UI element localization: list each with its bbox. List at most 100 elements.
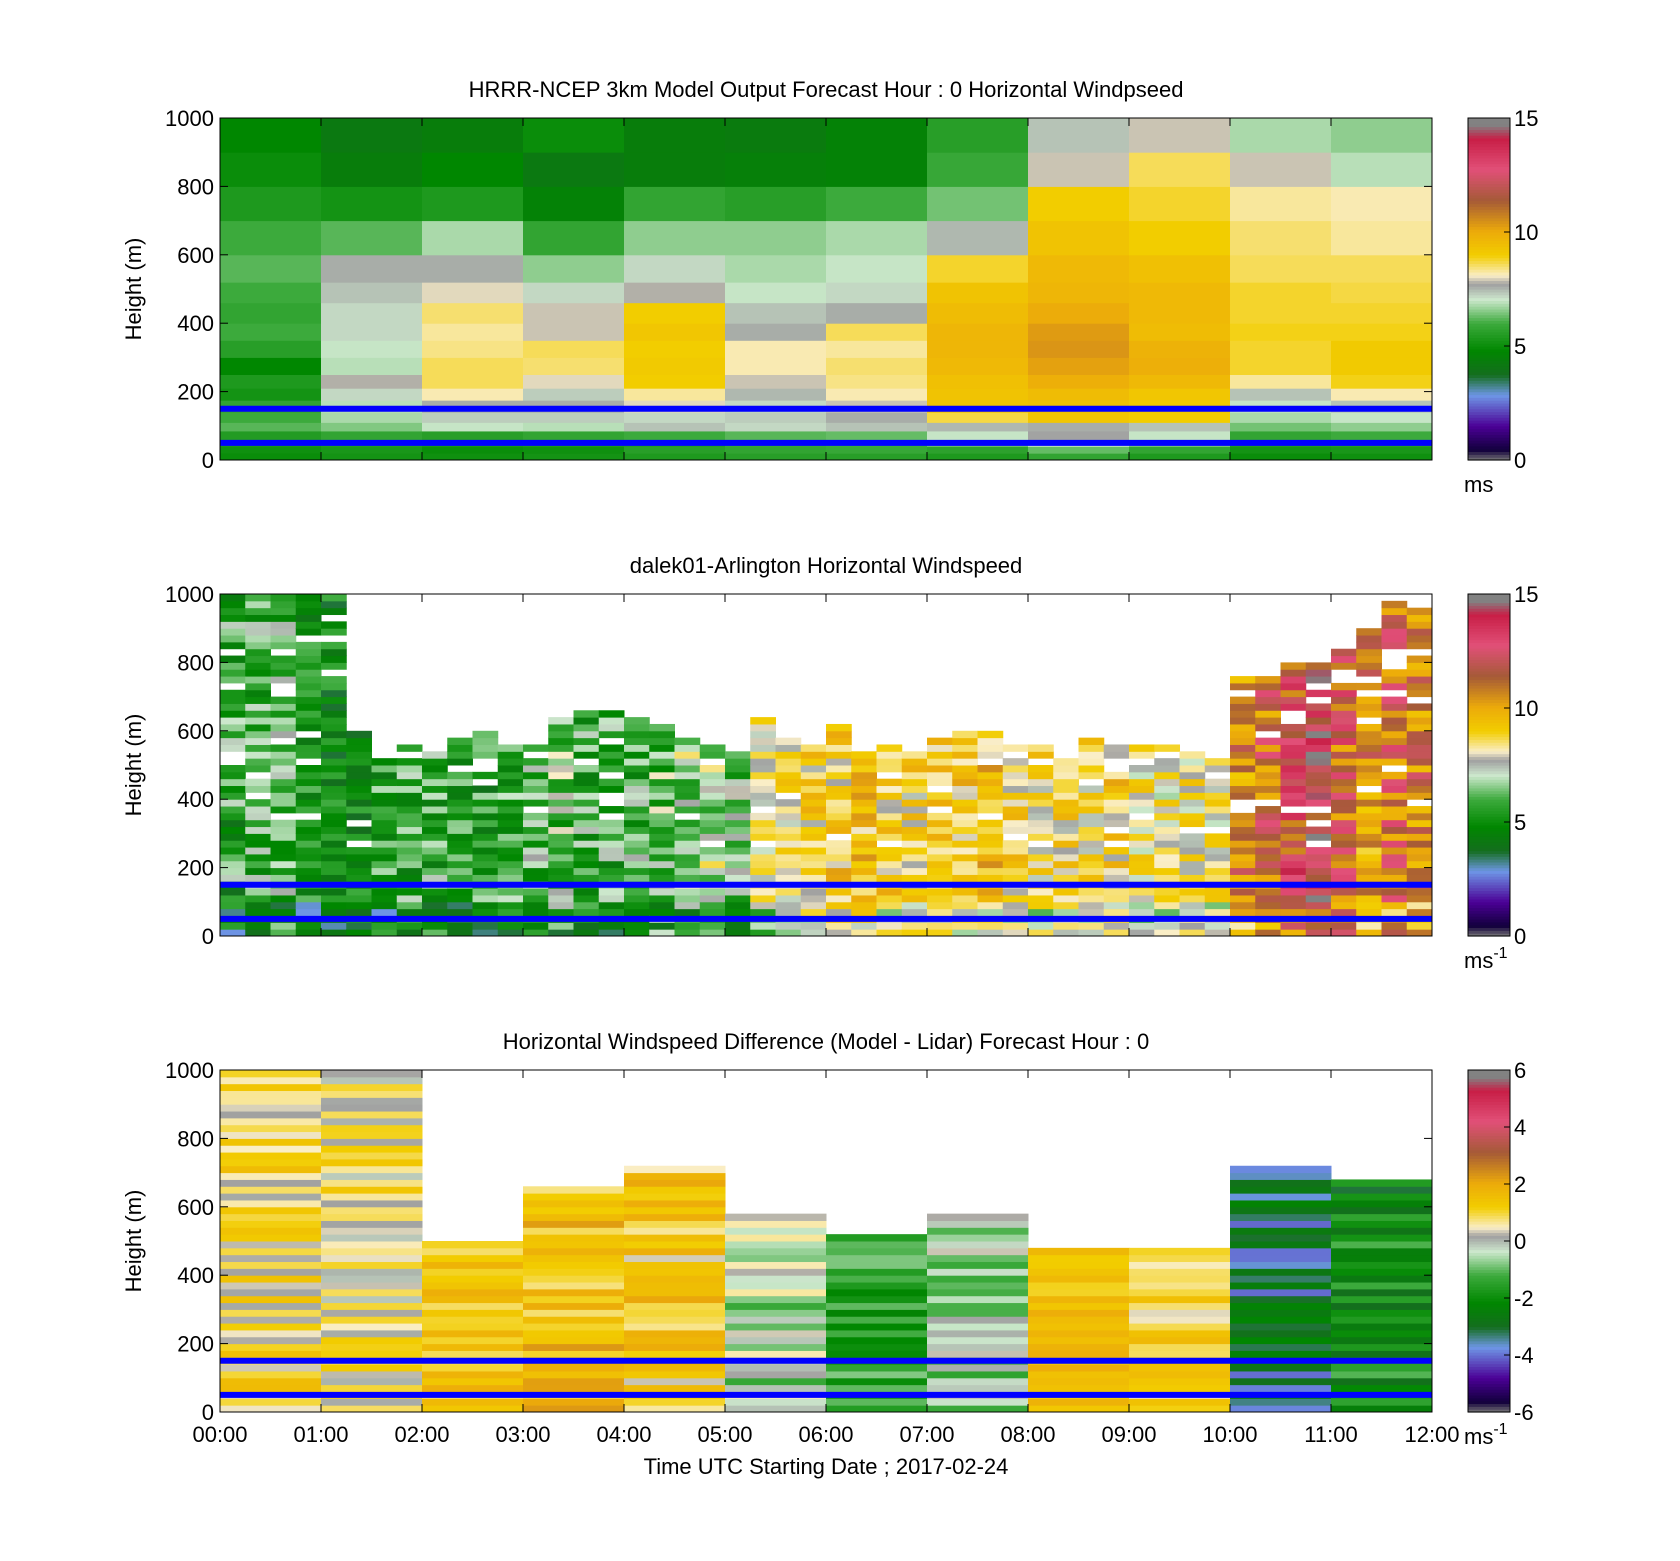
heatmap-cell: [952, 860, 978, 869]
heatmap-cell: [321, 922, 347, 930]
heatmap-cell: [1331, 662, 1357, 670]
heatmap-cell: [1179, 894, 1206, 903]
heatmap-cell: [321, 785, 347, 793]
heatmap-cell: [1381, 682, 1408, 691]
heatmap-cell: [1002, 744, 1029, 752]
heatmap-cell: [800, 894, 827, 903]
heatmap-cell: [346, 799, 372, 807]
heatmap-cell: [245, 758, 271, 766]
heatmap-cell: [598, 826, 625, 834]
heatmap-cell: [927, 853, 953, 862]
heatmap-cell: [220, 819, 246, 828]
heatmap-cell: [800, 765, 827, 773]
heatmap-cell: [1078, 792, 1105, 800]
heatmap-cell: [346, 778, 372, 787]
colorbar-segment: [1468, 129, 1510, 133]
heatmap-cell: [649, 778, 675, 787]
heatmap-cell: [1280, 676, 1307, 684]
heatmap-cell: [1356, 853, 1382, 862]
heatmap-cell: [725, 922, 751, 930]
heatmap-cell: [220, 118, 322, 153]
colorbar-segment: [1468, 659, 1510, 663]
heatmap-cell: [1028, 894, 1054, 903]
heatmap-cell: [346, 929, 372, 936]
heatmap-cell: [1179, 874, 1206, 882]
heatmap-cell: [1381, 792, 1408, 800]
heatmap-cell: [422, 323, 524, 341]
heatmap-cell: [1204, 867, 1231, 875]
heatmap-cell: [826, 908, 852, 916]
heatmap-cell: [1331, 730, 1357, 739]
heatmap-cell: [1255, 840, 1281, 848]
heatmap-cell: [220, 1282, 322, 1290]
heatmap-cell: [1129, 888, 1155, 896]
heatmap-cell: [1204, 860, 1231, 869]
heatmap-cell: [901, 840, 928, 848]
heatmap-cell: [220, 908, 246, 916]
heatmap-cell: [220, 676, 246, 684]
heatmap-cell: [523, 1247, 625, 1256]
heatmap-cell: [270, 723, 297, 732]
heatmap-cell: [295, 710, 322, 718]
heatmap-cell: [1204, 792, 1231, 800]
heatmap-cell: [1002, 929, 1029, 936]
heatmap-cell: [1129, 908, 1155, 916]
heatmap-cell: [775, 901, 802, 910]
ytick-label: 800: [177, 1126, 214, 1151]
heatmap-cell: [1154, 833, 1180, 841]
heatmap-cell: [1331, 1186, 1432, 1194]
heatmap-cell: [497, 840, 524, 848]
heatmap-cell: [725, 1398, 827, 1406]
heatmap-cell: [573, 751, 600, 759]
heatmap-cell: [1356, 894, 1382, 903]
heatmap-cell: [220, 1329, 322, 1338]
heatmap-cell: [472, 806, 499, 814]
heatmap-cell: [321, 152, 423, 187]
heatmap-cell: [1255, 778, 1281, 787]
colorbar-segment: [1468, 1181, 1510, 1185]
heatmap-cell: [321, 819, 347, 828]
heatmap-cell: [1331, 1206, 1432, 1215]
heatmap-cell: [220, 1152, 322, 1160]
heatmap-cell: [245, 676, 271, 684]
heatmap-cell: [1331, 901, 1357, 910]
colorbar-segment: [1468, 1144, 1510, 1148]
heatmap-cell: [775, 860, 802, 869]
colorbar-segment: [1468, 793, 1510, 797]
heatmap-cell: [876, 860, 903, 869]
heatmap-cell: [270, 853, 297, 862]
colorbar-segment: [1468, 631, 1510, 635]
heatmap-cell: [624, 1234, 726, 1242]
heatmap-cell: [573, 894, 600, 903]
heatmap-cell: [1230, 682, 1256, 691]
colorbar-segment: [1468, 311, 1510, 316]
heatmap-cell: [295, 676, 322, 684]
heatmap-cell: [321, 340, 423, 358]
colorbar-segment: [1468, 907, 1510, 911]
heatmap-cell: [1053, 819, 1079, 828]
heatmap-cell: [674, 888, 701, 896]
heatmap-cell: [245, 607, 271, 616]
heatmap-cell: [245, 689, 271, 698]
heatmap-cell: [371, 765, 398, 773]
heatmap-cell: [826, 1329, 928, 1338]
colorbar-segment: [1468, 1209, 1510, 1214]
heatmap-cell: [1406, 676, 1432, 684]
heatmap-cell: [1255, 860, 1281, 869]
heatmap-cell: [523, 1234, 625, 1242]
heatmap-cell: [295, 908, 322, 916]
heatmap-cell: [573, 744, 600, 752]
heatmap-cell: [1255, 922, 1281, 930]
heatmap-cell: [1331, 1179, 1432, 1187]
colorbar-segment: [1468, 354, 1510, 358]
heatmap-cell: [674, 901, 701, 910]
heatmap-cell: [1028, 422, 1130, 432]
heatmap-cell: [800, 860, 827, 869]
heatmap-cell: [1255, 812, 1281, 821]
heatmap-cell: [548, 840, 574, 848]
heatmap-cell: [220, 1377, 322, 1386]
heatmap-cell: [1179, 847, 1206, 855]
heatmap-cell: [1230, 894, 1256, 903]
colorbar-segment: [1468, 274, 1510, 279]
heatmap-cell: [1028, 778, 1054, 787]
